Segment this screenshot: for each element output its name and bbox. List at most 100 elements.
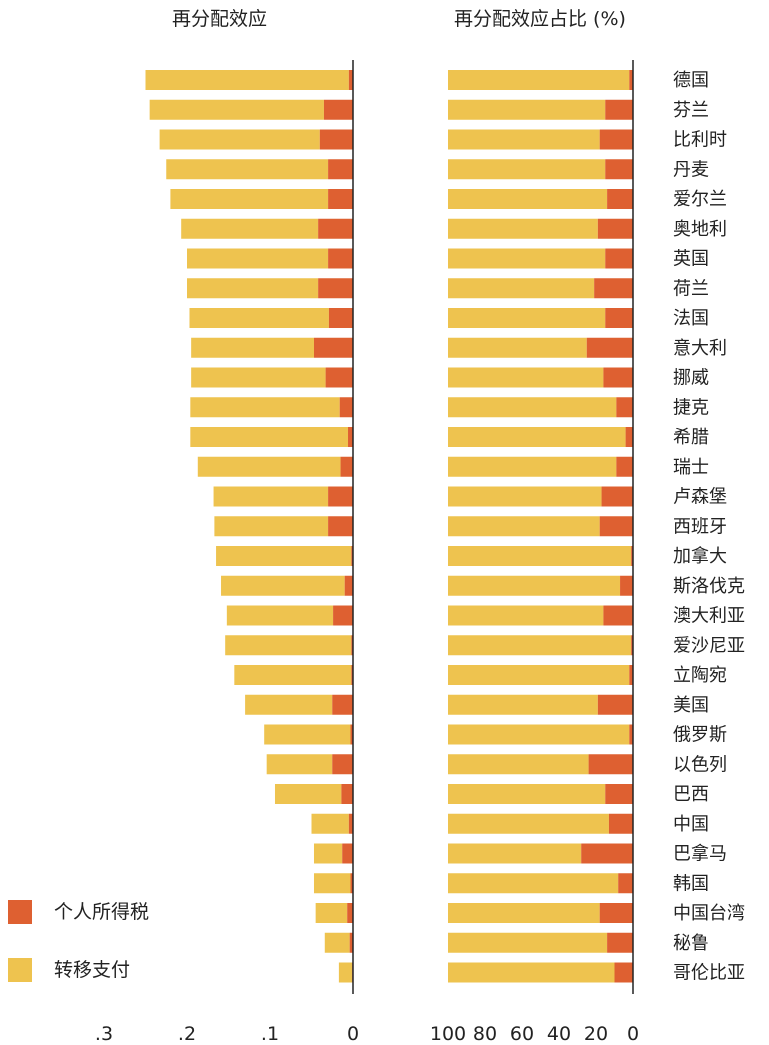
right-bar-transfer-26 bbox=[448, 843, 582, 864]
left-bar-tax-6 bbox=[328, 248, 353, 269]
right-tick-label-0: 100 bbox=[430, 1023, 466, 1045]
right-bar-tax-24 bbox=[605, 784, 633, 804]
right-bar-tax-18 bbox=[603, 605, 633, 626]
right-bar-tax-15 bbox=[599, 516, 633, 537]
right-bar-transfer-7 bbox=[448, 278, 595, 299]
left-bar-transfer-22 bbox=[264, 724, 351, 745]
category-label-19: 爱沙尼亚 bbox=[673, 635, 745, 656]
left-bar-transfer-26 bbox=[313, 843, 343, 864]
right-bar-tax-1 bbox=[605, 99, 633, 120]
category-label-21: 美国 bbox=[673, 695, 709, 716]
right-bar-tax-19 bbox=[631, 635, 633, 656]
right-bar-tax-4 bbox=[607, 189, 633, 209]
left-bar-tax-11 bbox=[339, 397, 353, 418]
right-bar-transfer-20 bbox=[448, 665, 630, 685]
right-bar-transfer-1 bbox=[448, 99, 606, 120]
right-bar-tax-10 bbox=[603, 367, 633, 388]
right-bar-transfer-14 bbox=[448, 486, 602, 507]
left-bar-transfer-17 bbox=[221, 575, 345, 596]
category-label-1: 芬兰 bbox=[673, 100, 709, 121]
right-bar-tax-21 bbox=[597, 694, 633, 715]
left-bar-tax-5 bbox=[318, 218, 353, 239]
left-bar-transfer-6 bbox=[187, 248, 329, 269]
category-label-23: 以色列 bbox=[673, 754, 727, 775]
legend-label-transfer: 转移支付 bbox=[54, 959, 131, 981]
right-bar-transfer-30 bbox=[448, 962, 615, 983]
right-bar-transfer-29 bbox=[448, 932, 608, 953]
legend-swatch-transfer bbox=[8, 958, 32, 982]
right-bar-transfer-24 bbox=[448, 784, 606, 804]
right-bar-transfer-19 bbox=[448, 635, 632, 656]
left-bar-transfer-3 bbox=[166, 159, 329, 180]
right-bar-transfer-27 bbox=[448, 873, 619, 894]
right-bar-tax-26 bbox=[581, 843, 633, 864]
left-bar-tax-29 bbox=[349, 932, 353, 953]
category-label-12: 希腊 bbox=[673, 427, 709, 448]
right-bar-tax-20 bbox=[629, 665, 633, 685]
category-label-0: 德国 bbox=[673, 70, 709, 91]
left-bar-tax-0 bbox=[348, 70, 353, 90]
right-bar-transfer-22 bbox=[448, 724, 630, 745]
category-label-30: 哥伦比亚 bbox=[673, 963, 745, 984]
left-bar-tax-20 bbox=[351, 665, 353, 685]
left-bar-tax-25 bbox=[348, 813, 353, 834]
left-bar-transfer-20 bbox=[234, 665, 352, 685]
left-panel-title: 再分配效应 bbox=[172, 8, 268, 30]
left-bar-transfer-24 bbox=[274, 784, 342, 804]
left-bar-transfer-9 bbox=[191, 337, 314, 358]
left-bar-tax-16 bbox=[351, 546, 353, 566]
right-bar-tax-14 bbox=[601, 486, 633, 507]
left-bar-transfer-29 bbox=[324, 932, 350, 953]
category-label-11: 捷克 bbox=[673, 397, 709, 418]
left-bar-tax-24 bbox=[341, 784, 353, 804]
right-tick-label-4: 20 bbox=[584, 1023, 608, 1045]
left-bar-tax-14 bbox=[328, 486, 353, 507]
right-tick-label-5: 0 bbox=[627, 1023, 639, 1045]
left-bar-transfer-10 bbox=[191, 367, 326, 388]
left-bar-tax-2 bbox=[319, 129, 353, 150]
left-bar-tax-10 bbox=[325, 367, 353, 388]
right-bar-tax-6 bbox=[605, 248, 633, 269]
left-bar-tax-1 bbox=[323, 99, 353, 120]
right-bar-transfer-8 bbox=[448, 308, 606, 328]
right-bar-tax-25 bbox=[608, 813, 633, 834]
legend-swatch-tax bbox=[8, 900, 32, 924]
right-bar-tax-12 bbox=[625, 427, 633, 447]
category-label-14: 卢森堡 bbox=[673, 487, 727, 508]
category-label-25: 中国 bbox=[673, 814, 709, 835]
category-label-15: 西班牙 bbox=[673, 516, 727, 537]
right-bar-tax-17 bbox=[620, 575, 633, 596]
right-bar-tax-22 bbox=[629, 724, 633, 745]
category-label-20: 立陶宛 bbox=[673, 665, 727, 686]
right-bar-tax-9 bbox=[586, 337, 633, 358]
right-bar-tax-11 bbox=[616, 397, 633, 418]
right-bar-tax-0 bbox=[629, 70, 633, 90]
left-bar-transfer-1 bbox=[149, 99, 324, 120]
left-bar-tax-22 bbox=[350, 724, 353, 745]
right-bar-transfer-4 bbox=[448, 189, 608, 209]
right-bar-transfer-12 bbox=[448, 427, 626, 447]
left-bar-transfer-7 bbox=[187, 278, 319, 299]
right-bar-tax-5 bbox=[597, 218, 633, 239]
left-bar-tax-28 bbox=[347, 903, 353, 923]
right-tick-label-2: 60 bbox=[510, 1023, 534, 1045]
category-label-29: 秘鲁 bbox=[673, 933, 709, 954]
right-bar-transfer-11 bbox=[448, 397, 617, 418]
left-bar-transfer-30 bbox=[338, 962, 353, 983]
left-bar-tax-19 bbox=[351, 635, 353, 656]
left-bar-transfer-11 bbox=[190, 397, 340, 418]
right-bar-transfer-18 bbox=[448, 605, 604, 626]
left-tick-label-2: .1 bbox=[261, 1023, 279, 1045]
category-label-24: 巴西 bbox=[673, 784, 709, 805]
left-bar-transfer-19 bbox=[225, 635, 352, 656]
left-bar-transfer-5 bbox=[181, 218, 319, 239]
category-label-3: 丹麦 bbox=[673, 159, 709, 180]
category-label-16: 加拿大 bbox=[673, 545, 727, 567]
left-bar-tax-15 bbox=[328, 516, 353, 537]
left-bar-transfer-14 bbox=[213, 486, 329, 507]
left-bar-tax-8 bbox=[328, 308, 353, 328]
category-label-6: 英国 bbox=[673, 249, 709, 270]
right-bar-tax-27 bbox=[618, 873, 633, 894]
right-bar-transfer-2 bbox=[448, 129, 600, 150]
